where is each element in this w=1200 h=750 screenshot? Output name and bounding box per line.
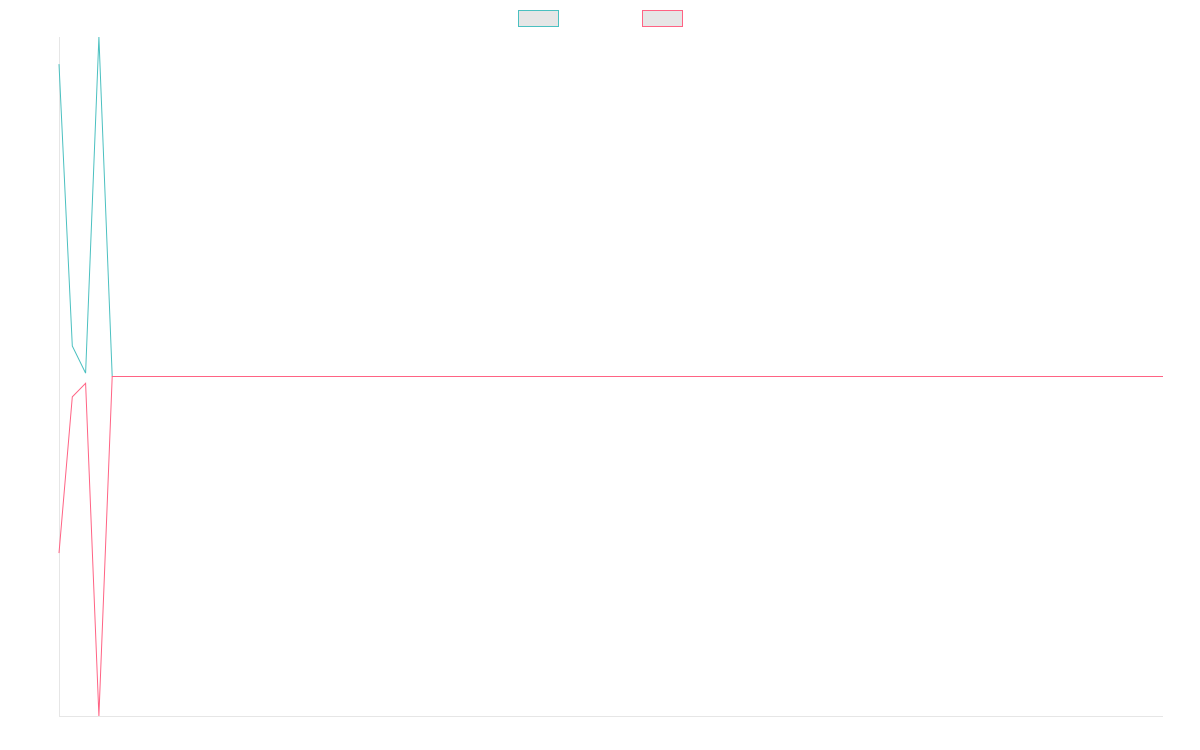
series-line bbox=[58, 36, 1163, 377]
series-line bbox=[58, 376, 1163, 717]
legend-swatch bbox=[518, 10, 559, 27]
legend-swatch bbox=[642, 10, 683, 27]
